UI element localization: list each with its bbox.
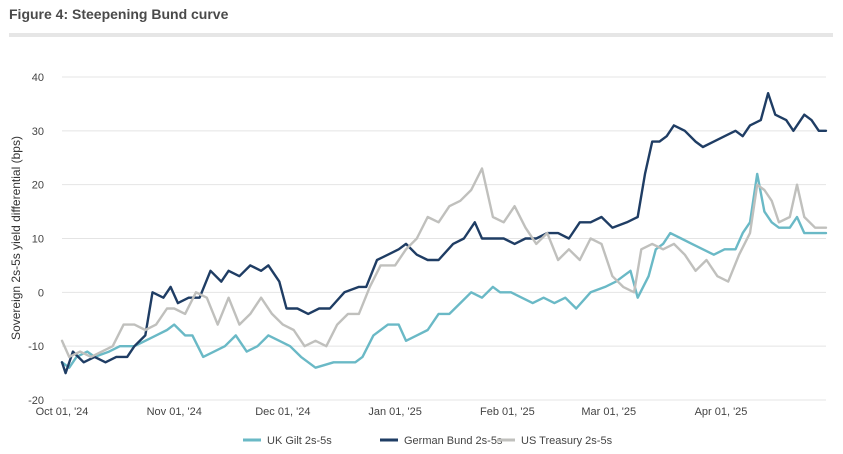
- x-tick-label: Apr 01, '25: [695, 406, 748, 418]
- y-axis-ticks: -20 -10 0 10 20 30 40: [28, 72, 44, 407]
- y-tick-label: -20: [28, 395, 44, 407]
- x-tick-label: Oct 01, '24: [36, 406, 89, 418]
- y-tick-label: 0: [38, 287, 44, 299]
- y-tick-label: -10: [28, 341, 44, 353]
- legend-label: UK Gilt 2s-5s: [267, 435, 332, 447]
- y-tick-label: 10: [32, 234, 44, 246]
- series-line-0: [60, 172, 828, 369]
- chart-title: Figure 4: Steepening Bund curve: [9, 6, 229, 22]
- x-tick-label: Nov 01, '24: [147, 406, 202, 418]
- x-tick-label: Feb 01, '25: [480, 406, 535, 418]
- legend-label: US Treasury 2s-5s: [521, 435, 613, 447]
- y-tick-label: 20: [32, 180, 44, 192]
- x-axis-ticks: Oct 01, '24 Nov 01, '24 Dec 01, '24 Jan 01,…: [36, 406, 748, 418]
- x-tick-label: Dec 01, '24: [255, 406, 310, 418]
- y-tick-label: 30: [32, 126, 44, 138]
- x-tick-label: Mar 01, '25: [581, 406, 636, 418]
- legend: UK Gilt 2s-5s German Bund 2s-5s US Treasur…: [243, 435, 613, 447]
- y-tick-label: 40: [32, 72, 44, 84]
- x-tick-label: Jan 01, '25: [368, 406, 421, 418]
- grid-lines: [62, 76, 826, 401]
- y-axis-label: Sovereign 2s-5s yield differential (bps): [9, 136, 23, 340]
- series-line-1: [60, 92, 828, 375]
- series-lines: [60, 92, 828, 375]
- title-divider: [9, 33, 833, 37]
- legend-label: German Bund 2s-5s: [404, 435, 503, 447]
- series-line-2: [60, 167, 828, 359]
